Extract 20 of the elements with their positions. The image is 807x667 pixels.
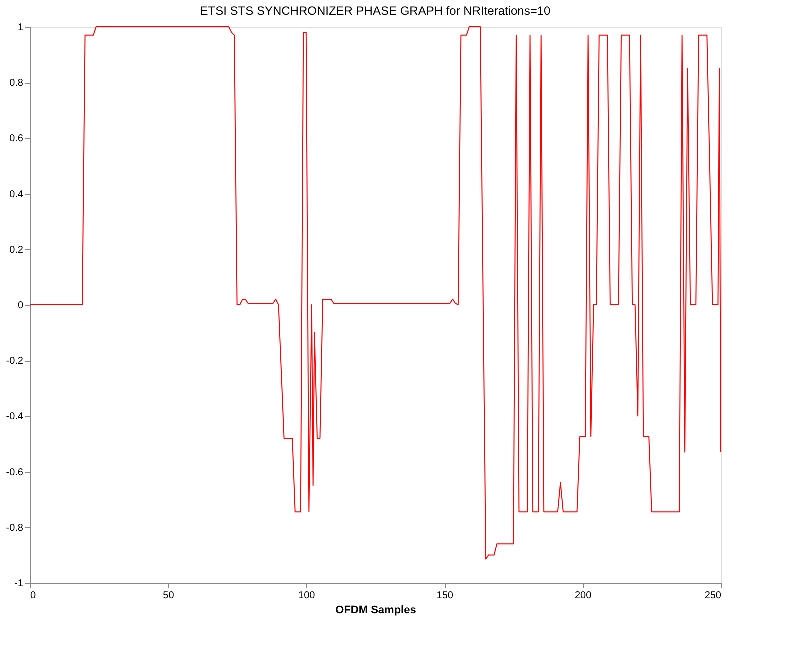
y-tick-label: -0.8: [6, 522, 24, 534]
x-tick-label: 0: [30, 590, 36, 602]
y-tick-label: 0.8: [10, 78, 24, 90]
x-axis-title: OFDM Samples: [336, 604, 416, 616]
x-tick-label: 250: [704, 590, 722, 602]
y-tick-label: -0.4: [6, 412, 24, 423]
y-tick-label: 0.6: [10, 134, 24, 145]
x-tick-label: 100: [298, 590, 316, 602]
x-tick-label: 200: [574, 590, 592, 602]
y-tick-label: 1: [18, 22, 24, 34]
y-tick-label: -0.2: [6, 356, 24, 368]
line-series: [30, 26, 722, 560]
y-tick-label: 0.4: [10, 189, 24, 200]
x-tick-label: 50: [163, 590, 175, 602]
y-tick-label: -1: [14, 578, 24, 590]
y-tick-label: -0.6: [6, 467, 24, 478]
x-tick-label: 150: [436, 590, 454, 602]
y-tick-label: 0: [18, 300, 24, 312]
chart-title: ETSI STS SYNCHRONIZER PHASE GRAPH for NRIterations=10: [200, 4, 552, 18]
y-tick-label: 0.2: [10, 244, 24, 256]
